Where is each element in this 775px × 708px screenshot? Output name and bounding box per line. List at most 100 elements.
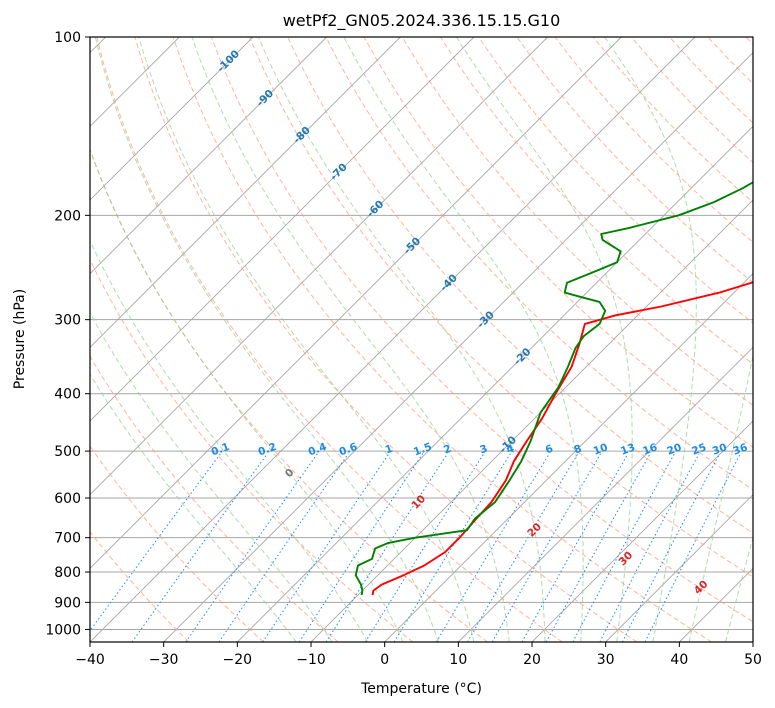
mixing-ratio-label: 25 <box>690 441 708 457</box>
isotherm-line <box>237 125 753 642</box>
background-lines <box>90 37 753 642</box>
isotherm-line <box>458 346 753 642</box>
mixing-ratio-label: 13 <box>619 441 637 457</box>
y-tick-label: 200 <box>54 208 81 224</box>
mixing-ratio-line <box>491 453 602 642</box>
isotherm-line <box>90 37 475 422</box>
mixing-ratio-label: 20 <box>665 441 683 457</box>
mixing-ratio-label: 1 <box>384 443 395 457</box>
isotherm-line <box>310 199 753 642</box>
x-axis-label: Temperature (°C) <box>360 681 482 697</box>
y-tick-label: 800 <box>54 565 81 581</box>
moist-adiabat-line <box>604 37 697 642</box>
dry-adiabat-line <box>325 37 753 491</box>
x-tick-label: 30 <box>597 652 615 668</box>
moist-adiabat-line <box>343 37 584 642</box>
mixing-ratio-line <box>131 453 268 642</box>
mixing-ratio-label: 6 <box>544 443 555 457</box>
mixing-ratio-line <box>185 453 318 642</box>
series-layer <box>354 181 753 596</box>
y-tick-label: 900 <box>54 595 81 611</box>
mixing-ratio-line <box>599 453 700 642</box>
isotherm-line <box>531 420 753 642</box>
dry-adiabat-line <box>210 37 753 623</box>
plot-frame <box>89 36 754 643</box>
mixing-ratio-label: 2 <box>442 443 453 457</box>
dry-adiabat-line <box>134 37 638 642</box>
moist-adiabat-line <box>138 37 475 642</box>
x-tick-label: 40 <box>670 652 688 668</box>
dry-adiabat-line <box>90 258 414 642</box>
mixing-ratio-label: 30 <box>711 441 729 457</box>
x-tick-label: −20 <box>223 652 253 668</box>
y-tick-label: 1000 <box>45 622 81 638</box>
isotherm-line <box>90 37 696 642</box>
x-tick-label: 10 <box>449 652 467 668</box>
mixing-ratio-label: 16 <box>641 441 659 457</box>
dry-adiabat-line <box>172 37 712 642</box>
mixing-ratio-label: 4 <box>505 443 516 457</box>
mixing-ratio-line <box>90 453 221 632</box>
moist-adiabat-line <box>94 37 439 642</box>
x-axis-ticks: −40 −30 −20 −10 0 10 20 30 40 50 <box>75 642 762 668</box>
dry-adiabat-line <box>516 37 753 284</box>
y-tick-label: 700 <box>54 531 81 547</box>
moist-adiabat-line <box>725 535 753 642</box>
y-tick-label: 500 <box>54 444 81 460</box>
dry-adiabat-line <box>90 355 339 642</box>
moist-adiabat-line <box>688 353 753 642</box>
mixing-ratio-label: 1.5 <box>412 441 434 459</box>
mixing-ratio-label: 0.2 <box>257 441 279 459</box>
mixing-ratio-line <box>262 453 390 642</box>
isotherm-line <box>90 37 327 275</box>
mixing-ratio-label: 3 <box>478 443 489 457</box>
y-tick-label: 400 <box>54 387 81 403</box>
isotherm-line <box>90 37 548 496</box>
mixing-ratio-label: 0.4 <box>307 441 329 459</box>
moist-adiabat-line <box>257 37 546 642</box>
moist-adiabat-line <box>90 147 404 642</box>
dry-adiabat-line <box>90 531 190 642</box>
x-tick-label: 0 <box>380 652 389 668</box>
y-axis-ticks: 100 200 300 400 500 600 700 800 900 1000 <box>45 30 90 638</box>
y-tick-label: 300 <box>54 313 81 329</box>
moist-adiabat-line <box>90 311 333 642</box>
dry-adiabat-line <box>90 445 264 642</box>
mixing-ratio-label: 8 <box>572 443 583 457</box>
mixing-ratio-label: 10 <box>592 441 610 457</box>
x-tick-label: 20 <box>523 652 541 668</box>
mixing-ratio-line <box>521 453 629 642</box>
dry-adiabat-line <box>401 37 753 406</box>
chart-title: wetPf2_GN05.2024.336.15.15.G10 <box>283 11 561 31</box>
isotherm-line <box>90 37 622 569</box>
x-tick-label: −10 <box>296 652 326 668</box>
y-tick-label: 100 <box>54 30 81 46</box>
isotherm-line <box>163 52 753 642</box>
isotherm-line <box>605 494 753 642</box>
dry-adiabat-line <box>249 37 753 578</box>
plot-area <box>90 37 753 642</box>
mixing-ratio-label: 0.1 <box>210 441 232 459</box>
mixing-ratio-label: 0.6 <box>338 441 360 459</box>
moist-adiabat-line <box>90 239 369 642</box>
mixing-ratio-line <box>364 453 485 642</box>
mixing-ratio-line <box>325 453 449 642</box>
mixing-ratio-line <box>572 453 675 642</box>
y-tick-label: 600 <box>54 491 81 507</box>
moist-adiabat-line <box>191 37 510 642</box>
x-tick-label: 50 <box>744 652 762 668</box>
isotherm-line <box>90 37 254 201</box>
isotherm-line <box>384 273 753 642</box>
mixing-ratio-line <box>218 453 349 642</box>
x-tick-label: −30 <box>149 652 179 668</box>
series-line-2 <box>354 181 753 596</box>
dry-adiabat-line <box>439 37 753 365</box>
x-tick-label: −40 <box>75 652 105 668</box>
mixing-ratio-label: 36 <box>731 441 749 457</box>
moist-adiabat-line <box>90 373 297 642</box>
mixing-ratio-line <box>467 453 579 642</box>
dry-adiabat-line <box>96 37 563 642</box>
mixing-ratio-line <box>298 453 424 642</box>
y-axis-label: Pressure (hPa) <box>12 289 28 389</box>
